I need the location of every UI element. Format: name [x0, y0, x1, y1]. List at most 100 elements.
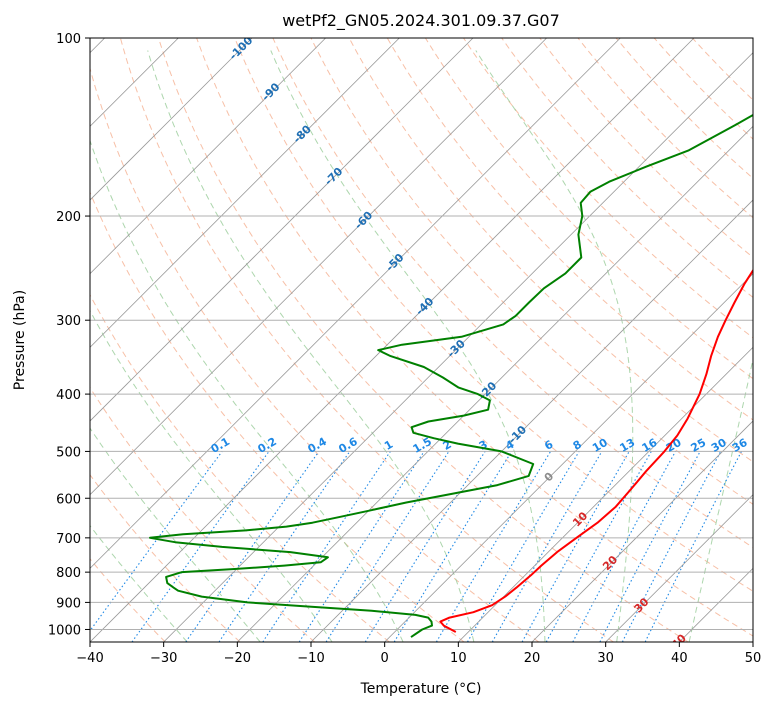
moist-adiabat — [147, 50, 475, 642]
isotherm-line — [90, 38, 621, 569]
x-tick-label: 40 — [671, 651, 688, 666]
dry-adiabat — [196, 38, 753, 637]
dry-adiabat — [386, 38, 753, 421]
mixing-ratio-line — [90, 451, 223, 632]
mixing-ratio-label: 10 — [590, 436, 610, 455]
mixing-ratio-line — [393, 451, 513, 642]
mixing-ratio-label: 6 — [542, 438, 555, 453]
dry-adiabat — [691, 38, 753, 101]
dry-adiabat — [90, 293, 390, 642]
moist-adiabat — [688, 356, 753, 642]
y-tick-label: 1000 — [48, 623, 81, 638]
mixing-ratio-label: 3 — [477, 438, 490, 453]
y-tick-label: 300 — [56, 314, 81, 329]
mixing-ratio-line — [644, 451, 742, 642]
dry-adiabat — [577, 38, 753, 219]
isotherm-line — [310, 199, 753, 642]
x-tick-label: 30 — [597, 651, 614, 666]
mixing-ratio-label: 25 — [689, 436, 709, 455]
x-tick-label: −10 — [297, 651, 324, 666]
mixing-ratio-line — [218, 451, 351, 642]
isotherm-label: -60 — [352, 208, 375, 231]
profiles — [149, 113, 753, 638]
dry-adiabat — [539, 38, 753, 259]
isotherm-line — [605, 494, 753, 642]
isotherm-line — [163, 52, 753, 642]
dry-adiabat — [424, 38, 753, 380]
mixing-ratio-label: 0.1 — [209, 435, 232, 456]
dry-adiabat — [501, 38, 753, 299]
mixing-ratio-label: 0.4 — [306, 435, 330, 456]
dry-adiabat — [234, 38, 753, 592]
x-tick-label: 20 — [524, 651, 541, 666]
dry-adiabat — [90, 473, 241, 642]
isotherm-line — [458, 346, 753, 642]
y-tick-label: 700 — [56, 532, 81, 547]
y-tick-label: 900 — [56, 596, 81, 611]
isotherm-label: 40 — [669, 631, 689, 651]
dry-adiabat — [119, 38, 614, 642]
axes: −40 −30 −20 −10 0 10 20 30 40 5010009008007006005… — [48, 32, 761, 666]
mixing-ratio-label: 1 — [382, 438, 395, 453]
y-axis-label: Pressure (hPa) — [12, 290, 28, 390]
mixing-ratio-line — [621, 451, 722, 642]
mixing-ratio-line — [435, 451, 552, 642]
mixing-ratio-line — [131, 451, 270, 642]
plot-frame — [89, 37, 754, 643]
mixing-ratio-label: 30 — [709, 436, 729, 455]
dry-adiabat — [90, 66, 540, 642]
isotherm-label: 30 — [632, 595, 652, 615]
x-tick-label: 0 — [381, 651, 389, 666]
mixing-ratio-line — [545, 451, 652, 642]
mixing-ratio-line — [521, 451, 630, 642]
mixing-ratio-line — [599, 451, 701, 642]
mixing-ratio-label: 13 — [618, 436, 638, 455]
moist-adiabat — [475, 50, 634, 642]
isotherm-label: 10 — [570, 509, 590, 529]
y-tick-label: 200 — [56, 210, 81, 225]
isotherm-line — [752, 641, 753, 642]
moist-adiabat — [90, 524, 188, 642]
isotherm-label: 0 — [542, 470, 557, 485]
moist-adiabat — [90, 309, 333, 642]
dry-adiabat — [90, 191, 465, 642]
mixing-ratio-line — [491, 451, 603, 642]
isotherm-line — [384, 273, 753, 642]
x-tick-label: −40 — [76, 651, 103, 666]
dewpoint-line — [149, 113, 753, 638]
dry-adiabat — [310, 38, 753, 505]
isotherm-label: -70 — [322, 165, 345, 188]
mixing-ratio-label: 0.2 — [256, 435, 279, 456]
isotherm-label: -80 — [291, 122, 314, 145]
isotherm-line — [90, 38, 547, 496]
pressure-gridlines — [90, 38, 753, 630]
isotherm-label: -30 — [445, 337, 468, 360]
x-axis-label: Temperature (°C) — [360, 681, 482, 697]
isotherm-line — [90, 38, 474, 422]
moist-adiabat — [90, 139, 404, 642]
isotherm-label: 20 — [600, 553, 620, 573]
y-tick-label: 100 — [56, 32, 81, 47]
mixing-ratio-label: 0.6 — [336, 435, 360, 456]
mixing-ratio-label: 8 — [571, 438, 584, 453]
isotherm-line — [90, 38, 400, 348]
isotherm-line — [90, 38, 695, 642]
mixing-ratio-line — [364, 451, 486, 642]
y-tick-label: 500 — [56, 445, 81, 460]
dry-adiabat — [272, 38, 753, 549]
mixing-ratio-line — [572, 451, 676, 642]
mixing-ratio-label: 16 — [640, 436, 660, 455]
x-tick-label: 50 — [745, 651, 762, 666]
dry-adiabat — [348, 38, 753, 463]
y-tick-label: 600 — [56, 492, 81, 507]
x-tick-label: −20 — [224, 651, 251, 666]
dry-adiabat — [90, 386, 316, 642]
isotherm-label: -50 — [383, 251, 406, 274]
x-tick-label: −30 — [150, 651, 177, 666]
chart-title: wetPf2_GN05.2024.301.09.37.G07 — [282, 11, 560, 31]
isotherm-label: -40 — [413, 295, 436, 318]
x-tick-label: 10 — [450, 651, 467, 666]
isotherm-line — [237, 125, 753, 642]
y-tick-label: 800 — [56, 566, 81, 581]
